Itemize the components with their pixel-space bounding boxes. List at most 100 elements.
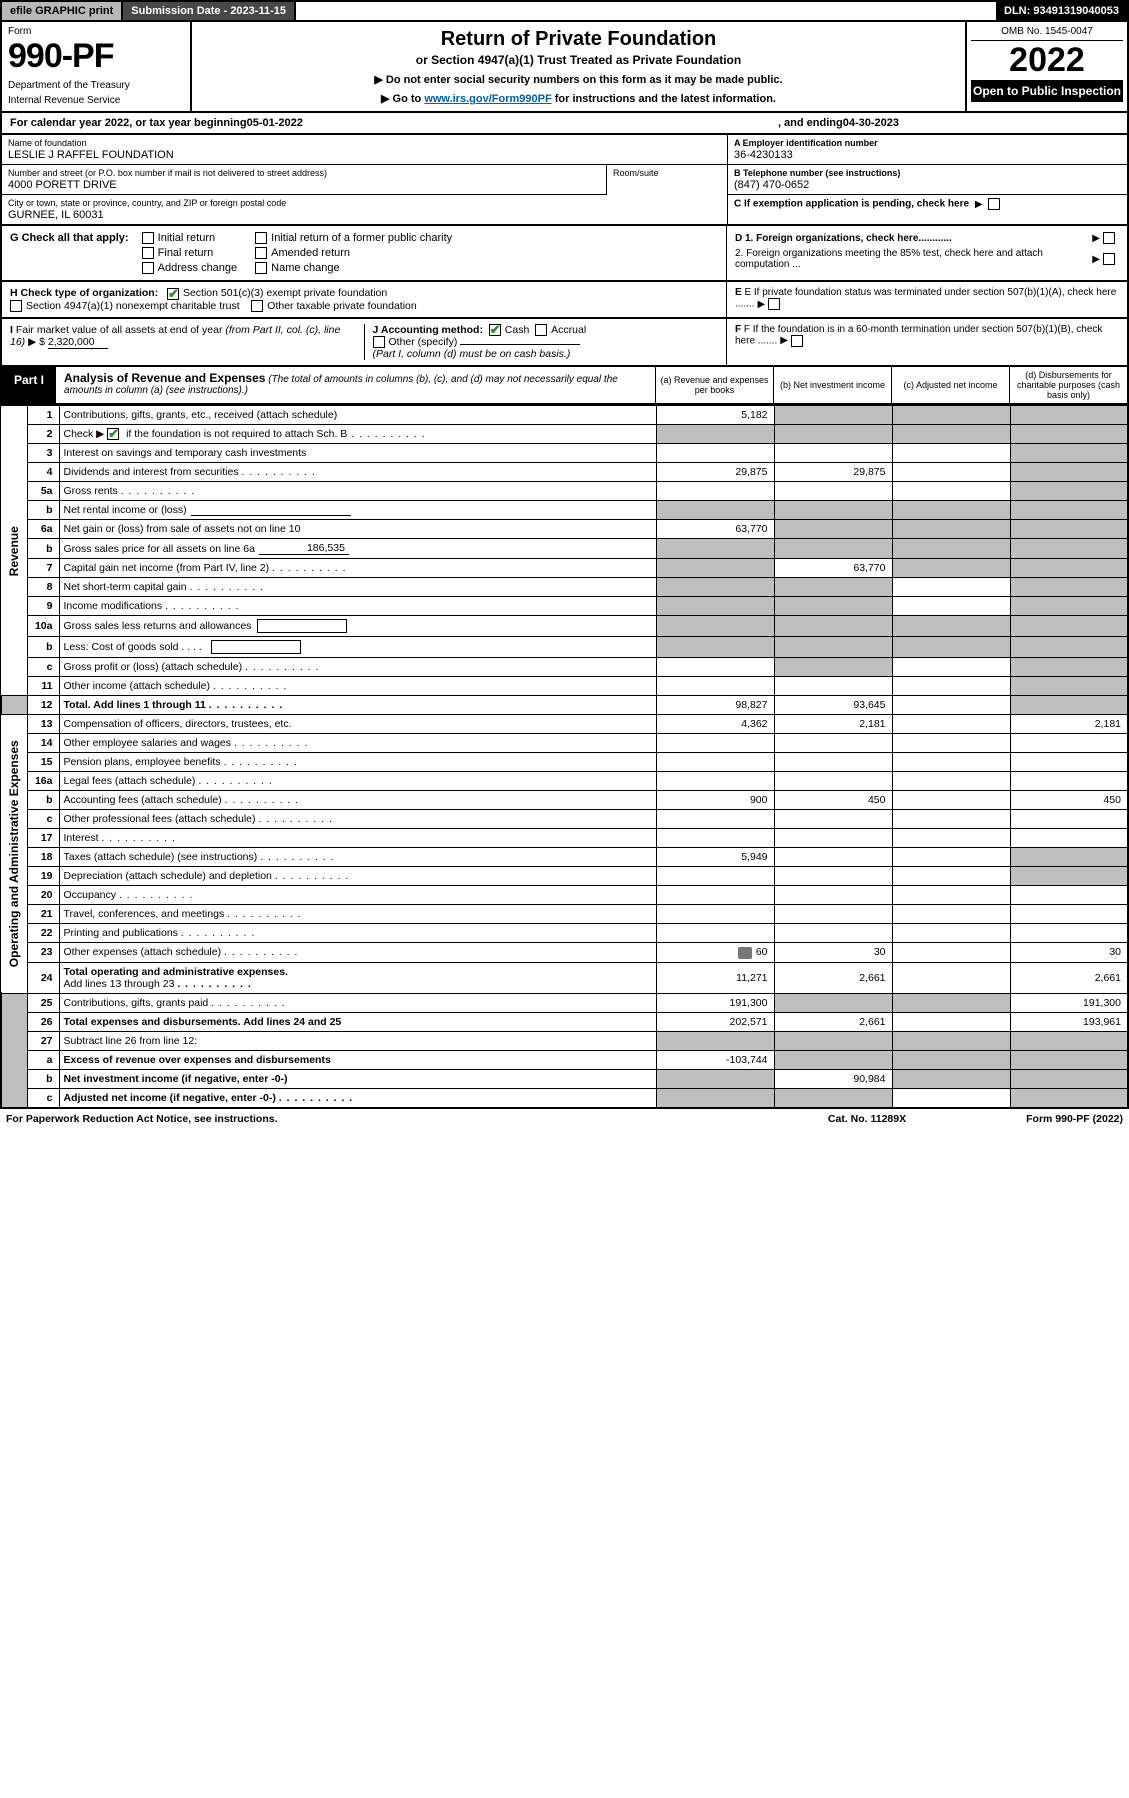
city: GURNEE, IL 60031	[8, 209, 721, 221]
g-opt-3: Amended return	[271, 247, 350, 259]
cell-d: 450	[1010, 791, 1128, 810]
room-label: Room/suite	[613, 168, 659, 178]
form-title: Return of Private Foundation	[200, 28, 957, 51]
efile-print-button[interactable]: efile GRAPHIC print	[2, 2, 123, 20]
cell-b: 93,645	[774, 696, 892, 715]
line-6b-value: 186,535	[259, 542, 349, 555]
line-num: 20	[27, 886, 59, 905]
line-desc: Accounting fees (attach schedule)	[59, 791, 656, 810]
line-num: 17	[27, 829, 59, 848]
cell-a: 191,300	[656, 993, 774, 1012]
table-row: 12 Total. Add lines 1 through 11 98,827 …	[1, 696, 1128, 715]
line-num: 3	[27, 444, 59, 463]
form-subtitle: or Section 4947(a)(1) Trust Treated as P…	[200, 53, 957, 67]
c-checkbox[interactable]	[988, 198, 1000, 210]
line-desc: Gross sales less returns and allowances	[59, 616, 656, 637]
line-num: 24	[27, 962, 59, 993]
phone-value: (847) 470-0652	[734, 179, 1121, 191]
line-desc: Interest on savings and temporary cash i…	[59, 444, 656, 463]
f-section: F F If the foundation is in a 60-month t…	[727, 319, 1127, 365]
g-initial-former-checkbox[interactable]	[255, 232, 267, 244]
h-501c3-checkbox[interactable]	[167, 288, 179, 300]
line-num: 1	[27, 406, 59, 425]
h-4947-checkbox[interactable]	[10, 300, 22, 312]
line-desc: Total operating and administrative expen…	[59, 962, 656, 993]
table-row: 19Depreciation (attach schedule) and dep…	[1, 867, 1128, 886]
e-checkbox[interactable]	[768, 298, 780, 310]
line-num: 19	[27, 867, 59, 886]
cell-d: 2,661	[1010, 962, 1128, 993]
tax-year: 2022	[971, 41, 1123, 80]
j-other-checkbox[interactable]	[373, 336, 385, 348]
g-amended-checkbox[interactable]	[255, 247, 267, 259]
dln-label: DLN: 93491319040053	[996, 2, 1127, 20]
f-checkbox[interactable]	[791, 335, 803, 347]
i-value: 2,320,000	[48, 336, 108, 349]
h-opt3: Other taxable private foundation	[267, 300, 416, 312]
cell-a: 98,827	[656, 696, 774, 715]
address-row: Number and street (or P.O. box number if…	[2, 165, 607, 195]
g-section: G Check all that apply: Initial return I…	[2, 226, 727, 280]
table-row: c Gross profit or (loss) (attach schedul…	[1, 658, 1128, 677]
cell-b: 450	[774, 791, 892, 810]
cell-d: 191,300	[1010, 993, 1128, 1012]
i-section: I Fair market value of all assets at end…	[10, 324, 365, 360]
line-desc: Printing and publications	[59, 924, 656, 943]
cell-c	[892, 406, 1010, 425]
header-left: Form 990-PF Department of the Treasury I…	[2, 22, 192, 111]
form990pf-link[interactable]: www.irs.gov/Form990PF	[424, 93, 551, 105]
table-row: 27 Subtract line 26 from line 12:	[1, 1031, 1128, 1050]
line-desc: Other professional fees (attach schedule…	[59, 810, 656, 829]
attachment-icon[interactable]	[738, 947, 752, 959]
d1-checkbox[interactable]	[1103, 232, 1115, 244]
g-name-change-checkbox[interactable]	[255, 262, 267, 274]
table-row: 4 Dividends and interest from securities…	[1, 463, 1128, 482]
line-desc: Total. Add lines 1 through 11	[59, 696, 656, 715]
line-desc: Total expenses and disbursements. Add li…	[59, 1012, 656, 1031]
table-row: 11 Other income (attach schedule)	[1, 677, 1128, 696]
omb-number: OMB No. 1545-0047	[971, 26, 1123, 41]
line-num: 21	[27, 905, 59, 924]
line-num: b	[27, 637, 59, 658]
table-row: 7 Capital gain net income (from Part IV,…	[1, 559, 1128, 578]
g-address-change-checkbox[interactable]	[142, 262, 154, 274]
ij-f-row: I Fair market value of all assets at end…	[0, 319, 1129, 367]
foundation-name-row: Name of foundation LESLIE J RAFFEL FOUND…	[2, 135, 727, 165]
g-initial-return-checkbox[interactable]	[142, 232, 154, 244]
form-note-1: ▶ Do not enter social security numbers o…	[200, 73, 957, 86]
cell-a: 900	[656, 791, 774, 810]
d2-checkbox[interactable]	[1103, 253, 1115, 265]
j-cash-checkbox[interactable]	[489, 324, 501, 336]
line-desc: Other employee salaries and wages	[59, 734, 656, 753]
col-d-header: (d) Disbursements for charitable purpose…	[1009, 367, 1127, 403]
line-desc: Occupancy	[59, 886, 656, 905]
cal-begin: 05-01-2022	[247, 117, 303, 129]
line-desc: Net investment income (if negative, ente…	[59, 1069, 656, 1088]
phone-row: B Telephone number (see instructions) (8…	[728, 165, 1127, 195]
col-b-header: (b) Net investment income	[773, 367, 891, 403]
d1-label: D 1. Foreign organizations, check here..…	[735, 233, 1089, 244]
table-row: 18Taxes (attach schedule) (see instructi…	[1, 848, 1128, 867]
e-section: E E If private foundation status was ter…	[727, 282, 1127, 316]
cell-a: -103,744	[656, 1050, 774, 1069]
line-num: 14	[27, 734, 59, 753]
h-e-row: H Check type of organization: Section 50…	[0, 282, 1129, 318]
line-num: 4	[27, 463, 59, 482]
cal-mid: , and ending	[778, 117, 843, 129]
form-number: 990-PF	[8, 37, 184, 76]
address: 4000 PORETT DRIVE	[8, 179, 600, 191]
table-row: 16aLegal fees (attach schedule)	[1, 772, 1128, 791]
h-other-checkbox[interactable]	[251, 300, 263, 312]
schb-checkbox[interactable]	[107, 428, 119, 440]
part1-tab: Part I	[2, 367, 56, 403]
cell-d	[1010, 406, 1128, 425]
g-final-return-checkbox[interactable]	[142, 247, 154, 259]
line-num: 22	[27, 924, 59, 943]
part1-table: Revenue 1 Contributions, gifts, grants, …	[0, 405, 1129, 1108]
j-accrual-checkbox[interactable]	[535, 324, 547, 336]
line-num: 25	[27, 993, 59, 1012]
cell-a: 202,571	[656, 1012, 774, 1031]
part1-title: Analysis of Revenue and Expenses	[64, 371, 265, 385]
line-desc: Contributions, gifts, grants paid	[59, 993, 656, 1012]
line-num: 27	[27, 1031, 59, 1050]
